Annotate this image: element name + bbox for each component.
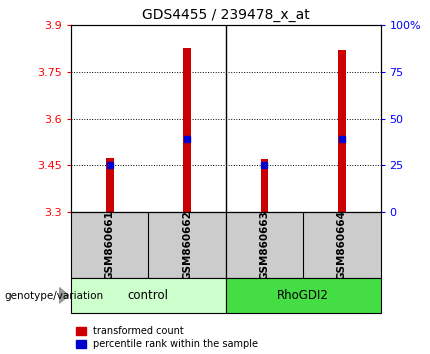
Text: RhoGDI2: RhoGDI2 [277, 289, 329, 302]
Text: GSM860662: GSM860662 [182, 210, 192, 280]
Legend: transformed count, percentile rank within the sample: transformed count, percentile rank withi… [76, 326, 258, 349]
Text: control: control [128, 289, 169, 302]
Polygon shape [59, 287, 69, 303]
Bar [106, 158, 114, 212]
Bar [183, 48, 191, 212]
Text: GSM860661: GSM860661 [104, 210, 115, 280]
Text: GSM860664: GSM860664 [337, 210, 347, 280]
Bar [226, 278, 381, 313]
Bar [71, 278, 226, 313]
Text: genotype/variation: genotype/variation [4, 291, 104, 301]
Bar [338, 50, 346, 212]
Bar [226, 212, 381, 278]
Bar [261, 159, 268, 212]
Title: GDS4455 / 239478_x_at: GDS4455 / 239478_x_at [142, 8, 310, 22]
Text: GSM860663: GSM860663 [259, 210, 270, 280]
Bar [71, 212, 226, 278]
